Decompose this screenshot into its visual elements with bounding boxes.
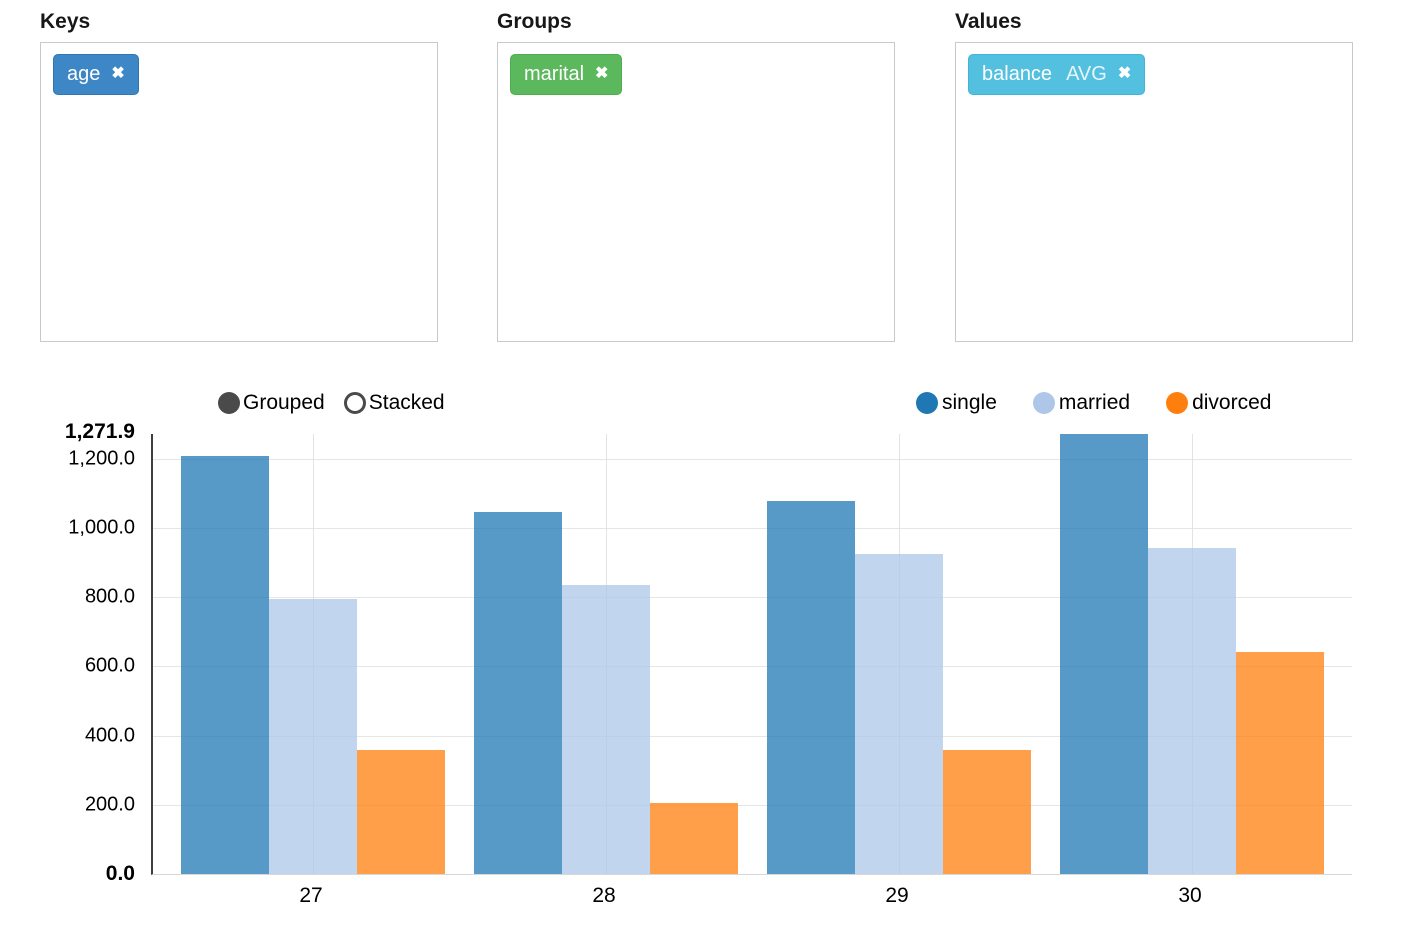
- values-tag-aggregation: AVG: [1066, 63, 1107, 85]
- values-dropzone[interactable]: balance AVG ✖: [955, 42, 1353, 342]
- grouped-option[interactable]: Grouped: [218, 391, 325, 415]
- y-tick-label: 0.0: [105, 862, 135, 885]
- chart-legend: single married divorced: [916, 391, 1271, 415]
- bar-single-29[interactable]: [767, 501, 855, 874]
- bar-single-28[interactable]: [474, 512, 562, 874]
- chart-mode-selector: Grouped Stacked: [218, 391, 445, 415]
- keys-dropzone[interactable]: age ✖: [40, 42, 438, 342]
- legend-item-married[interactable]: married: [1032, 391, 1131, 415]
- legend-label: divorced: [1192, 391, 1272, 414]
- y-gridline: [153, 735, 1352, 737]
- groups-tag-marital[interactable]: marital ✖: [510, 54, 623, 95]
- bar-single-27[interactable]: [181, 456, 269, 874]
- y-gridline: [153, 458, 1352, 460]
- x-tick-label: 29: [885, 884, 909, 907]
- y-gridline: [153, 597, 1352, 599]
- x-tick-label: 30: [1178, 884, 1202, 907]
- y-tick-label: 400.0: [84, 724, 135, 747]
- values-panel-title: Values: [955, 10, 1022, 33]
- bar-married-27[interactable]: [269, 598, 357, 874]
- groups-dropzone[interactable]: marital ✖: [497, 42, 895, 342]
- remove-icon[interactable]: ✖: [595, 65, 609, 82]
- bar-single-30[interactable]: [1060, 434, 1148, 874]
- values-tag-balance-avg[interactable]: balance AVG ✖: [968, 54, 1146, 95]
- stacked-radio-icon[interactable]: [343, 392, 366, 414]
- y-gridline: [153, 528, 1352, 530]
- y-gridline: [153, 666, 1352, 668]
- y-tick-label: 600.0: [84, 654, 135, 677]
- bar-divorced-29[interactable]: [943, 750, 1031, 874]
- groups-tag-label: marital: [524, 63, 585, 85]
- bar-divorced-27[interactable]: [357, 750, 445, 874]
- y-tick-label: 1,200.0: [68, 447, 135, 470]
- keys-tag-age[interactable]: age ✖: [53, 54, 139, 95]
- chart-plot-area: [151, 434, 1352, 875]
- legend-label: single: [942, 391, 997, 414]
- legend-dot-divorced: [1166, 392, 1189, 414]
- y-tick-label: 200.0: [84, 793, 135, 816]
- y-tick-label: 1,271.9: [64, 420, 135, 443]
- groups-panel-title: Groups: [497, 10, 572, 33]
- grouped-option-label: Grouped: [243, 391, 325, 414]
- values-tag-label: balance: [982, 63, 1053, 85]
- y-tick-label: 800.0: [84, 585, 135, 608]
- x-tick-label: 28: [592, 884, 616, 907]
- bar-married-30[interactable]: [1148, 548, 1236, 874]
- bar-married-29[interactable]: [855, 554, 943, 874]
- x-tick-label: 27: [299, 884, 323, 907]
- bar-divorced-30[interactable]: [1236, 651, 1324, 874]
- keys-tag-label: age: [67, 63, 101, 85]
- stacked-option[interactable]: Stacked: [343, 391, 445, 415]
- legend-label: married: [1058, 391, 1131, 414]
- keys-panel-title: Keys: [40, 10, 91, 33]
- legend-dot-single: [916, 392, 938, 414]
- legend-item-divorced[interactable]: divorced: [1166, 391, 1271, 415]
- stacked-option-label: Stacked: [368, 391, 445, 414]
- bar-married-28[interactable]: [562, 585, 650, 874]
- grouped-radio-icon[interactable]: [218, 392, 240, 414]
- remove-icon[interactable]: ✖: [111, 65, 125, 82]
- bar-divorced-28[interactable]: [650, 803, 738, 874]
- legend-dot-married: [1032, 392, 1055, 414]
- y-tick-label: 1,000.0: [68, 516, 135, 539]
- remove-icon[interactable]: ✖: [1117, 65, 1132, 82]
- y-gridline: [153, 804, 1352, 806]
- legend-item-single[interactable]: single: [916, 391, 997, 415]
